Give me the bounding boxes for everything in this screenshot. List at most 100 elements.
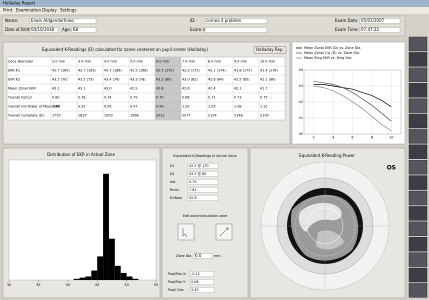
x-tick-label: 35 [36, 283, 40, 287]
side-button[interactable] [409, 99, 427, 113]
cell: 1750 [52, 114, 61, 118]
side-button[interactable] [409, 83, 427, 97]
menu-item[interactable]: Examination [16, 8, 41, 13]
field-label: K2 [170, 172, 174, 176]
field[interactable] [205, 28, 267, 33]
cell: 42.1 (86) [260, 78, 276, 82]
menu-item[interactable]: Print [3, 8, 13, 13]
cell: 2148 [234, 114, 243, 118]
plot-area [9, 160, 156, 280]
field-value: 43.2 @ 80 [189, 172, 206, 176]
value: 05/01/2007 [361, 18, 385, 23]
side-button[interactable] [409, 68, 427, 82]
side-button[interactable] [409, 176, 427, 190]
side-button[interactable] [409, 114, 427, 128]
column-header: 6.0 mm [156, 60, 170, 64]
eye-label: OS [387, 165, 396, 172]
panel-title: Equivalent K-Readings in Actual Zone [173, 154, 236, 158]
cell: 1.08 [234, 105, 242, 109]
side-button[interactable] [409, 237, 427, 251]
label: Zone Dia. [176, 254, 192, 258]
label: Edit zone/calculation zone [183, 214, 227, 218]
cell: 42.9 [130, 87, 138, 91]
cell: 2022 [156, 114, 165, 118]
cell: 2190 [260, 114, 269, 118]
menu-item[interactable]: Display [42, 8, 57, 13]
cell: 0.71 [208, 96, 216, 100]
x-tick-label: 8 [371, 136, 373, 140]
side-button[interactable] [409, 37, 427, 51]
cell: 42.8 (84) [208, 78, 224, 82]
label: ID: [190, 18, 196, 23]
side-button[interactable] [409, 145, 427, 159]
cell: 0.90 [52, 105, 60, 109]
cell: 43.3 (78) [130, 78, 146, 82]
cell: 41.8 (175) [234, 69, 252, 73]
side-button[interactable] [409, 206, 427, 220]
side-button[interactable] [409, 268, 427, 282]
x-tick-label: 2 [313, 136, 315, 140]
side-button[interactable] [409, 222, 427, 236]
cell: 41.7 [260, 87, 268, 91]
pupil-fields: PupilPos X:-0.12PupilPos Y:0.08Pupil Dia… [168, 271, 214, 292]
legend-label: Mean Zonal Cyl (D) vs. Zone Dia. [304, 51, 360, 55]
cell: 1.12 [260, 105, 268, 109]
column-header: 2.0 mm [52, 60, 66, 64]
histogram-bar [74, 279, 80, 280]
cell: 0.74 [104, 96, 112, 100]
table-bg [7, 57, 285, 120]
side-button[interactable] [409, 160, 427, 174]
histogram-bar [121, 273, 127, 280]
side-button[interactable] [409, 129, 427, 143]
column-header: 5.0 mm [130, 60, 144, 64]
cell: 1.05 [208, 105, 216, 109]
cell: 1968 [130, 114, 139, 118]
field-label: PupilPos Y: [168, 280, 186, 284]
cell: 42.6 [182, 87, 190, 91]
cell: 1.02 [182, 105, 190, 109]
side-button[interactable] [409, 52, 427, 66]
column-header: 7.0 mm [182, 60, 196, 64]
tool-button[interactable] [178, 224, 194, 240]
x-tick-label: 55 [154, 283, 158, 287]
cell: 41.4 (176) [260, 69, 278, 73]
cell: 43.2 (80) [156, 78, 172, 82]
field-value: 3.45 [191, 288, 199, 292]
x-tick-label: 40 [66, 283, 70, 287]
column-header: 10.0 mm [260, 60, 276, 64]
side-button[interactable] [409, 253, 427, 267]
legend-label: Mean Zonal EKR (D) vs. Zone Dia. [304, 46, 361, 50]
menu-item[interactable]: Settings [60, 8, 76, 13]
histogram-bar [80, 278, 86, 280]
column-header: 3.0 mm [78, 60, 92, 64]
cell: 42.4 [208, 87, 216, 91]
side-button[interactable] [409, 283, 427, 297]
field-value: 42.8 [189, 196, 197, 200]
column-header: 8.0 mm [208, 60, 222, 64]
side-button[interactable] [409, 191, 427, 205]
title-bar [0, 0, 429, 7]
cell: 43.5 (70) [52, 78, 68, 82]
histogram-bar [115, 266, 121, 280]
histogram-bar [103, 174, 109, 280]
cell: 0.95 [104, 105, 112, 109]
value: 04/10/1938 [31, 27, 55, 32]
value: 6.0 [195, 253, 202, 258]
cell: 42.7 (160) [52, 69, 70, 73]
histogram-bar [85, 276, 91, 280]
histogram-bar [132, 279, 138, 280]
histogram-bar [127, 276, 133, 280]
cell: Mean Zonal EKR [8, 87, 36, 91]
field-value: 42.5 @ 170 [189, 164, 209, 168]
cell: 1900 [104, 114, 113, 118]
panel-title: Distribution of EKR in Actual Zone [47, 152, 115, 157]
label: Exam Date: [335, 18, 358, 23]
cell: 0.78 [78, 96, 86, 100]
cell: 42.5 (170) [156, 69, 174, 73]
button-label: Holladay Rep. [256, 47, 284, 52]
value: 07:47:22 [361, 27, 379, 32]
cell: Overall Complete (D) [8, 114, 45, 118]
value: 68 [73, 27, 79, 32]
field-value: 0.08 [191, 280, 199, 284]
cell: 0.97 [130, 105, 138, 109]
